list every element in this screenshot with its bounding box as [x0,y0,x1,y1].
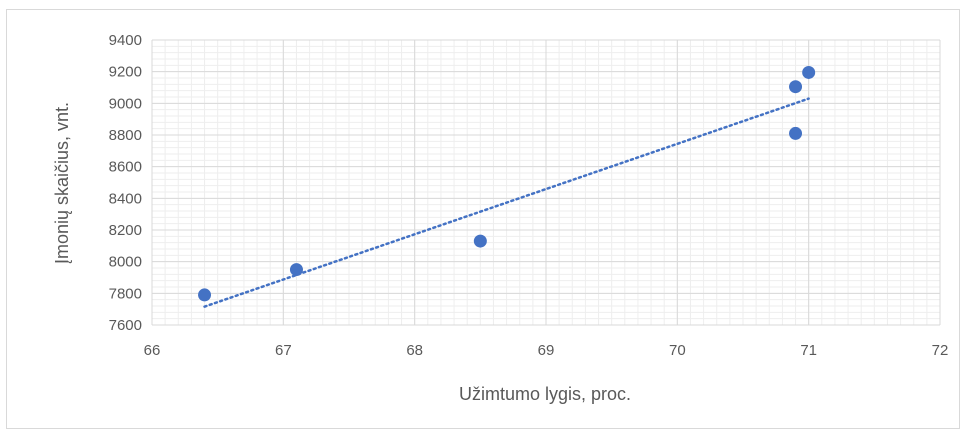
data-points [198,65,816,302]
y-tick-labels: 7600 7800 8000 8200 8400 8600 8800 9000 9200 9400 [109,32,142,334]
x-axis-title: Užimtumo lygis, proc. [459,384,631,404]
y-tick-label: 8200 [109,222,142,239]
data-point [289,263,303,277]
data-point [198,288,212,302]
y-tick-label: 9000 [109,95,142,112]
x-tick-label: 72 [932,342,949,359]
y-axis-title: Įmonių skaičius, vnt. [52,102,72,264]
x-tick-label: 66 [144,342,161,359]
y-tick-label: 8400 [109,190,142,207]
data-point [789,126,803,140]
y-tick-label: 8000 [109,254,142,271]
y-tick-label: 9400 [109,32,142,49]
trendline [203,97,810,308]
data-point [473,234,487,248]
x-tick-label: 69 [538,342,555,359]
x-tick-label: 71 [800,342,817,359]
major-grid [151,39,941,326]
y-tick-label: 7600 [109,317,142,334]
x-tick-labels: 66 67 68 69 70 71 72 [144,342,949,359]
data-point [789,80,803,94]
trendline-group [203,97,810,308]
x-tick-label: 68 [406,342,423,359]
y-tick-label: 7800 [109,285,142,302]
data-point [802,65,816,79]
x-tick-label: 67 [275,342,292,359]
y-tick-label: 8600 [109,159,142,176]
y-tick-label: 8800 [109,127,142,144]
x-tick-label: 70 [669,342,686,359]
y-tick-label: 9200 [109,64,142,81]
